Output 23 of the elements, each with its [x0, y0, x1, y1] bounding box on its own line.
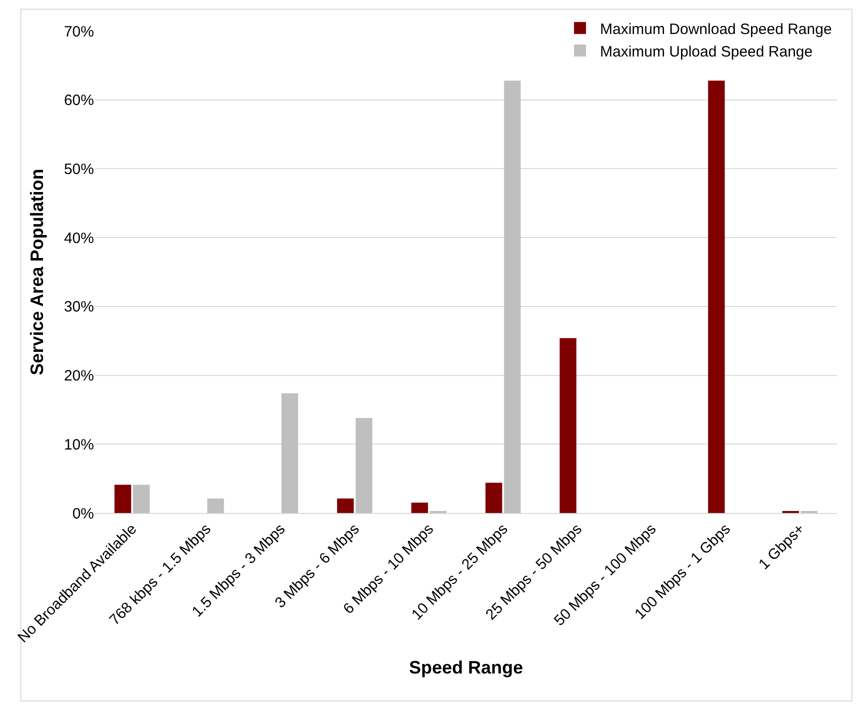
y-tick-label: 40% — [64, 230, 94, 247]
y-tick-label: 20% — [64, 368, 94, 385]
bar — [281, 393, 298, 513]
y-tick-label: 50% — [64, 160, 94, 178]
bar — [207, 498, 224, 513]
legend-label: Maximum Upload Speed Range — [600, 43, 813, 60]
bar — [560, 338, 576, 513]
bar — [114, 484, 132, 513]
y-tick-label: 60% — [64, 92, 94, 110]
bar — [356, 418, 372, 513]
y-tick-label: 70% — [64, 23, 94, 40]
bar — [133, 484, 150, 513]
x-axis-title: Speed Range — [408, 657, 524, 678]
bar — [485, 482, 502, 513]
y-tick-label: 30% — [64, 298, 94, 316]
bar — [708, 80, 725, 513]
legend-label: Maximum Download Speed Range — [600, 20, 832, 38]
bar — [504, 80, 521, 513]
y-axis-title: Service Area Population — [27, 168, 48, 376]
bar — [411, 502, 428, 513]
y-tick-label: 10% — [64, 436, 94, 454]
bar — [337, 498, 354, 513]
y-tick-label: 0% — [72, 505, 94, 522]
